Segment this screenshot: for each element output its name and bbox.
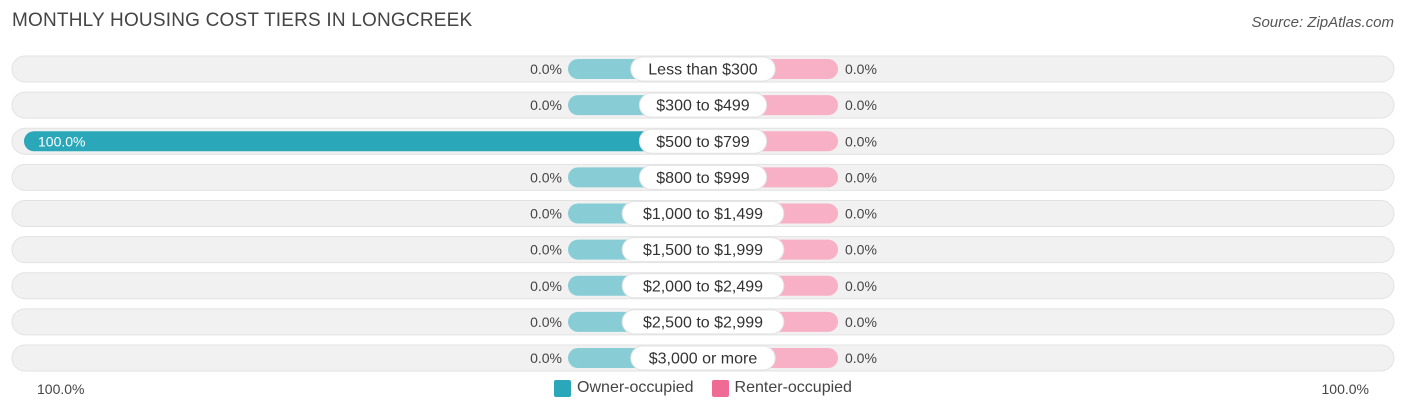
owner-value-label: 0.0%	[530, 97, 562, 113]
owner-value-label: 0.0%	[530, 278, 562, 294]
renter-value-label: 0.0%	[845, 97, 877, 113]
renter-value-label: 0.0%	[845, 133, 877, 149]
legend-renter-label: Renter-occupied	[734, 379, 852, 396]
renter-value-label: 0.0%	[845, 278, 877, 294]
category-pill	[621, 201, 785, 226]
axis-left-label: 100.0%	[37, 381, 85, 397]
category-pill	[621, 273, 785, 299]
renter-value-label: 0.0%	[845, 314, 877, 330]
renter-value-label: 0.0%	[845, 61, 877, 77]
category-pill	[621, 237, 785, 263]
renter-value-label: 0.0%	[845, 350, 877, 366]
owner-value-label: 0.0%	[530, 61, 562, 77]
legend: Owner-occupied Renter-occupied	[0, 379, 1406, 397]
owner-bar	[24, 131, 703, 152]
owner-value-label: 0.0%	[530, 169, 562, 185]
source-label: Source: ZipAtlas.com	[1251, 14, 1394, 31]
renter-value-label: 0.0%	[845, 206, 877, 222]
category-pill	[638, 92, 768, 118]
category-label: $1,500 to $1,999	[643, 242, 763, 259]
category-pill	[638, 164, 768, 190]
category-label: $3,000 or more	[649, 351, 758, 368]
owner-value-label: 0.0%	[530, 242, 562, 258]
chart-area: Less than $300 0.0% 0.0% $300 to $499 0.0% 0.…	[11, 55, 1395, 372]
category-pill	[630, 56, 776, 82]
chart-title: MONTHLY HOUSING COST TIERS IN LONGCREEK	[12, 10, 473, 31]
legend-item-renter: Renter-occupied	[711, 379, 852, 397]
category-label: $800 to $999	[656, 170, 750, 187]
category-pill	[630, 345, 776, 371]
renter-value-label: 0.0%	[845, 242, 877, 258]
owner-value-label: 0.0%	[530, 314, 562, 330]
legend-item-owner: Owner-occupied	[554, 379, 694, 397]
category-pill	[638, 128, 768, 154]
category-pill	[621, 309, 785, 335]
renter-swatch	[711, 379, 729, 397]
legend-owner-label: Owner-occupied	[577, 379, 694, 396]
category-label: $2,000 to $2,499	[643, 278, 763, 295]
owner-swatch	[554, 379, 572, 397]
category-label: $300 to $499	[656, 98, 750, 115]
owner-value-label: 0.0%	[530, 350, 562, 366]
owner-value-label: 0.0%	[530, 206, 562, 222]
category-label: $1,000 to $1,499	[643, 206, 763, 223]
axis-right-label: 100.0%	[1321, 381, 1369, 397]
category-label: Less than $300	[648, 62, 758, 79]
category-label: $500 to $799	[656, 134, 750, 151]
renter-value-label: 0.0%	[845, 169, 877, 185]
category-label: $2,500 to $2,999	[643, 314, 763, 331]
owner-value-label: 100.0%	[38, 133, 85, 149]
